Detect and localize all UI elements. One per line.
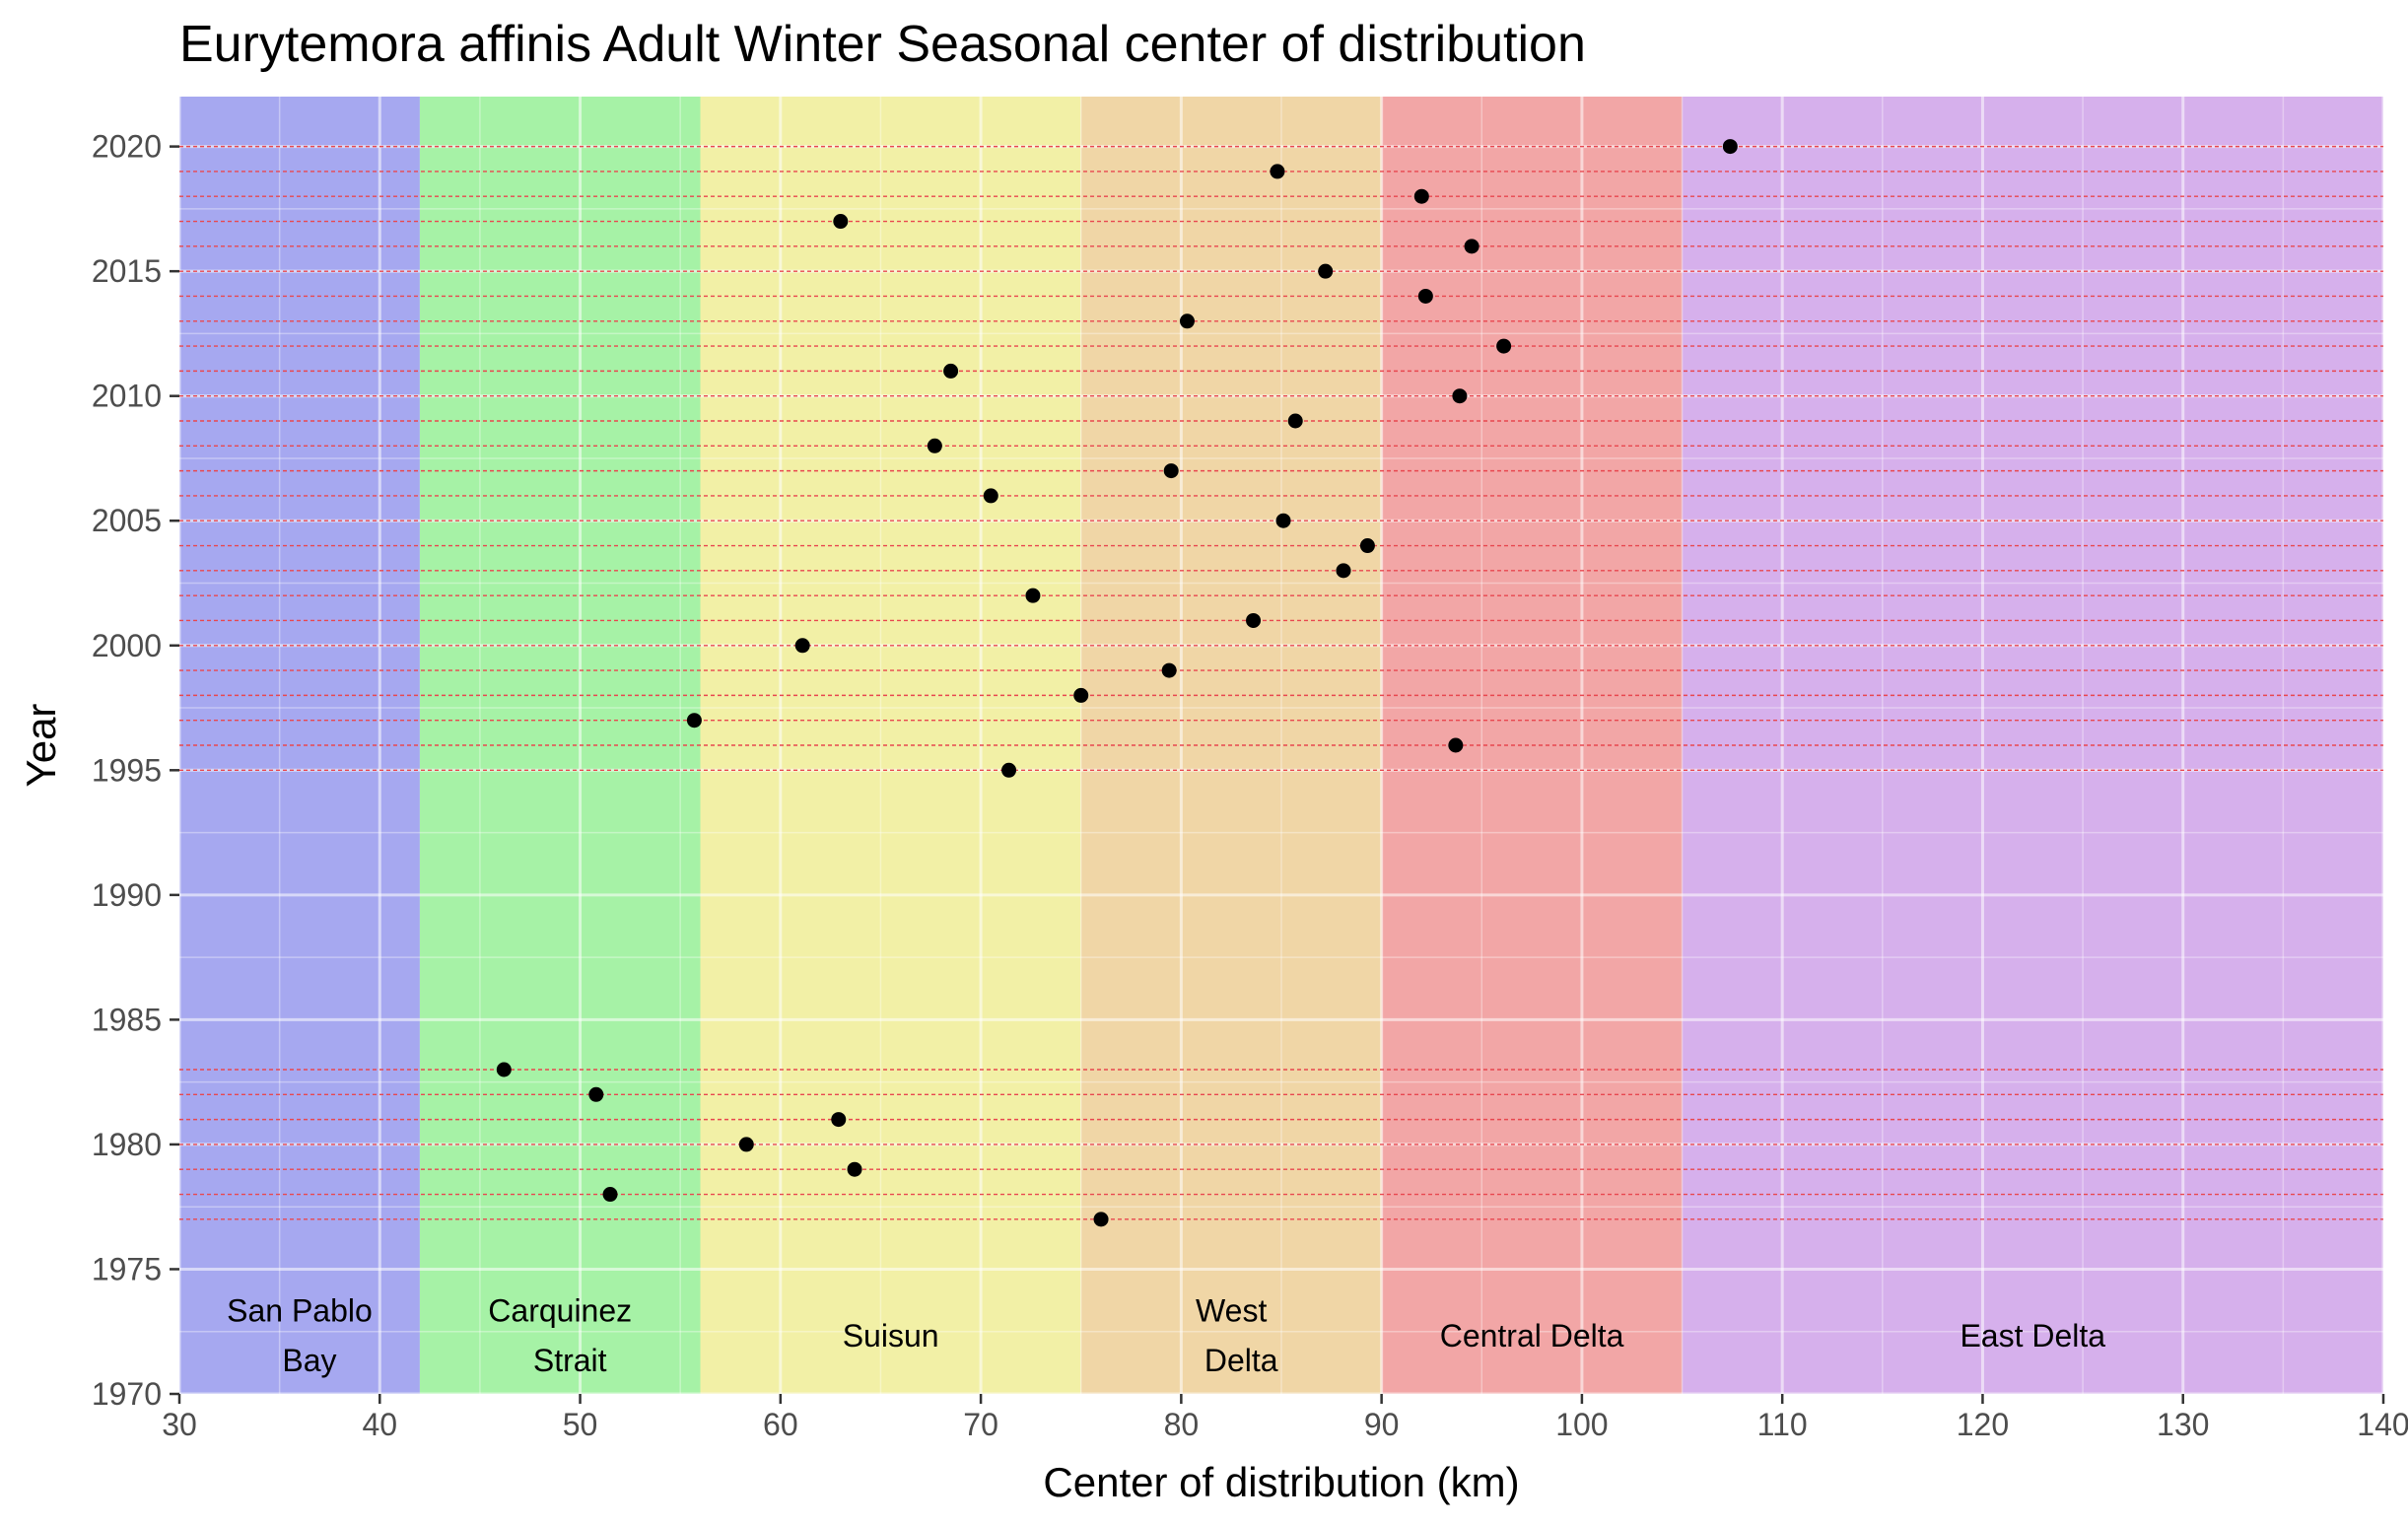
region-label: San Pablo — [227, 1293, 373, 1329]
data-point — [831, 1112, 847, 1128]
y-tick-label: 2015 — [92, 253, 162, 289]
data-point — [1417, 288, 1433, 304]
x-tick-label: 110 — [1757, 1407, 1808, 1442]
y-tick-label: 1975 — [92, 1251, 162, 1286]
data-point — [927, 438, 942, 453]
x-tick-label: 80 — [1164, 1407, 1200, 1442]
data-point — [1287, 413, 1303, 429]
data-point — [1093, 1212, 1109, 1227]
x-tick-label: 30 — [162, 1407, 197, 1442]
x-tick-label: 120 — [1957, 1407, 2009, 1442]
x-tick-label: 50 — [563, 1407, 598, 1442]
data-point — [1496, 338, 1512, 354]
data-point — [833, 214, 849, 230]
y-tick-label: 1980 — [92, 1127, 162, 1162]
x-tick-label: 100 — [1555, 1407, 1608, 1442]
data-point — [1336, 563, 1351, 579]
y-tick-label: 1990 — [92, 877, 162, 913]
y-tick-label: 2010 — [92, 379, 162, 414]
y-tick-label: 1985 — [92, 1002, 162, 1037]
x-tick-label: 40 — [362, 1407, 397, 1442]
x-tick-label: 140 — [2357, 1407, 2408, 1442]
data-point — [1179, 313, 1195, 329]
y-axis-title: Year — [18, 704, 64, 788]
x-tick-label: 90 — [1364, 1407, 1400, 1442]
data-point — [602, 1187, 618, 1203]
region-label: West — [1196, 1293, 1267, 1329]
data-point — [847, 1161, 862, 1177]
data-point — [1464, 239, 1479, 254]
region-label: East Delta — [1960, 1318, 2105, 1353]
data-point — [496, 1062, 512, 1077]
data-point — [738, 1137, 754, 1152]
y-tick-label: 1970 — [92, 1376, 162, 1412]
region-label: Suisun — [843, 1318, 939, 1353]
data-point — [1246, 612, 1262, 628]
data-point — [1413, 188, 1429, 204]
y-tick-label: 1995 — [92, 752, 162, 788]
data-point — [1025, 588, 1041, 603]
data-point — [588, 1086, 604, 1102]
region-label: Bay — [282, 1343, 336, 1378]
data-point — [794, 638, 810, 654]
data-point — [1270, 164, 1285, 179]
data-point — [1359, 538, 1375, 554]
x-tick-label: 70 — [963, 1407, 998, 1442]
data-point — [983, 488, 998, 504]
data-point — [1161, 662, 1177, 678]
x-axis-title: Center of distribution (km) — [1043, 1459, 1519, 1505]
x-tick-label: 130 — [2157, 1407, 2209, 1442]
data-point — [1722, 139, 1738, 155]
y-tick-label: 2005 — [92, 503, 162, 538]
data-point — [1452, 388, 1468, 404]
data-point — [686, 713, 702, 729]
data-point — [943, 363, 959, 379]
region-label: Delta — [1204, 1343, 1278, 1378]
region-label: Central Delta — [1440, 1318, 1624, 1353]
x-axis: 30 40 50 60 70 80 90 100 110 120 130 140 — [162, 1394, 2408, 1442]
data-point — [1318, 263, 1334, 279]
data-point — [1275, 513, 1291, 528]
data-point — [1163, 463, 1179, 479]
y-tick-label: 2020 — [92, 129, 162, 165]
data-point — [1001, 762, 1017, 778]
plot-area: San Pablo Bay Carquinez Strait Suisun West Del… — [177, 97, 2385, 1396]
data-point — [1448, 737, 1464, 753]
data-point — [1073, 687, 1089, 703]
x-tick-label: 60 — [763, 1407, 798, 1442]
region-label: Carquinez — [488, 1293, 632, 1329]
y-tick-label: 2000 — [92, 628, 162, 663]
y-axis: 1970 1975 1980 1985 1990 1995 2000 2005 2010 2015… — [92, 129, 179, 1412]
region-label: Strait — [533, 1343, 607, 1378]
chart-title: Eurytemora affinis Adult Winter Seasonal… — [179, 16, 1586, 73]
